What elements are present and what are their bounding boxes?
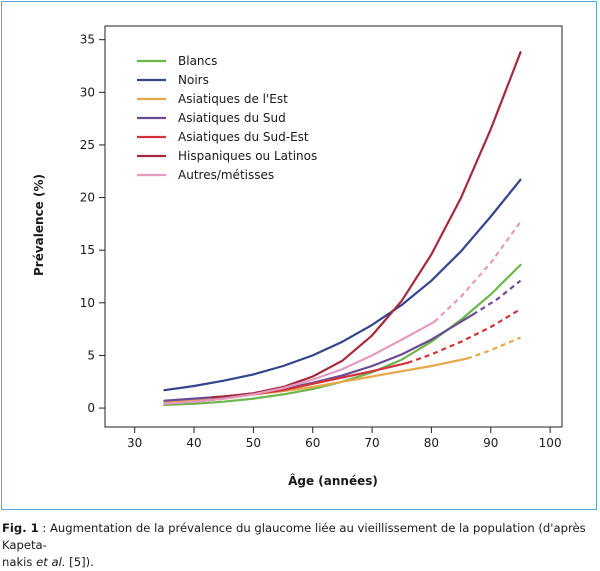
x-tick-label: 100 (539, 436, 562, 450)
caption-line2-start: nakis (2, 555, 37, 569)
x-tick-label: 50 (246, 436, 261, 450)
y-tick-label: 10 (80, 296, 95, 310)
y-tick-label: 35 (80, 33, 95, 47)
series-7-dashed-line (433, 221, 522, 323)
x-tick-label: 80 (424, 436, 439, 450)
series-6-line (210, 51, 522, 399)
caption-italic: et al. (36, 555, 66, 569)
x-tick-label: 40 (186, 436, 201, 450)
caption-line2-end: [5]). (65, 555, 94, 569)
caption-line1: : Augmentation de la prévalence du glauc… (2, 521, 586, 552)
legend-label: Asiatiques du Sud-Est (178, 130, 309, 144)
legend-label: Asiatiques du Sud (178, 111, 286, 125)
series-3-line (163, 357, 469, 403)
plot-border (104, 25, 563, 428)
series-2-line (163, 178, 522, 392)
x-tick-label: 30 (127, 436, 142, 450)
y-tick-label: 0 (87, 401, 95, 415)
y-tick-label: 25 (80, 138, 95, 152)
x-tick-label: 90 (483, 436, 498, 450)
series-3-dashed-line (466, 336, 521, 360)
series-5-dashed-line (407, 308, 522, 364)
y-tick-label: 5 (87, 348, 95, 362)
legend-label: Blancs (178, 54, 217, 68)
figure-frame (1, 1, 597, 510)
y-tick-label: 20 (80, 191, 95, 205)
legend-label: Asiatiques de l'Est (178, 92, 288, 106)
x-tick-label: 70 (364, 436, 379, 450)
legend-label: Noirs (178, 73, 209, 87)
legend-label: Hispaniques ou Latinos (178, 149, 317, 163)
chart: 30 40 50 60 70 80 90 100 0 5 10 15 20 25 30 35 Blancs No… (32, 25, 563, 488)
caption-fig-label: Fig. 1 (2, 521, 39, 535)
series-4-dashed-line (472, 279, 522, 316)
figure-caption: Fig. 1 : Augmentation de la prévalence d… (2, 520, 598, 571)
plot-area (104, 25, 563, 428)
series-7-line (163, 320, 436, 405)
y-tick-label: 15 (80, 243, 95, 257)
series-layer (163, 51, 522, 406)
y-tick-label: 30 (80, 85, 95, 99)
series-1-line (163, 263, 522, 406)
x-axis-label: Âge (années) (288, 473, 378, 488)
x-tick-label: 60 (305, 436, 320, 450)
y-axis-label: Prévalence (%) (32, 174, 46, 276)
axes: 30 40 50 60 70 80 90 100 0 5 10 15 20 25 30 35 (80, 33, 562, 450)
legend: Blancs Noirs Asiatiques de l'Est Asiatiques… (137, 54, 317, 182)
legend-label: Autres/métisses (178, 168, 274, 182)
